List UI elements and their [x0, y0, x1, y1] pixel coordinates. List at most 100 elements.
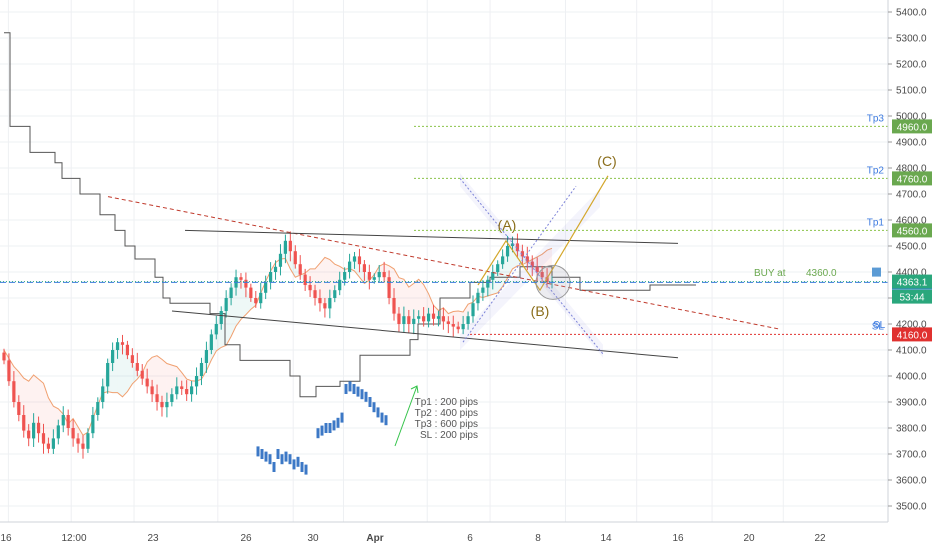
arrow-line	[394, 385, 418, 447]
candle	[486, 279, 490, 288]
x-tick-label: 22	[814, 533, 826, 544]
y-tick-label: 4900.0	[896, 138, 927, 149]
candle	[32, 422, 36, 439]
wave-label: (A)	[498, 217, 517, 233]
candle	[96, 402, 100, 415]
arrow-head	[410, 385, 419, 394]
candle	[481, 287, 485, 293]
cloud-fill	[53, 406, 59, 439]
buy-value: 4360.0	[806, 268, 837, 279]
candle	[461, 324, 465, 330]
price-label-sl: 4160.0	[897, 330, 928, 341]
candle	[36, 422, 41, 434]
price-label-box	[892, 327, 932, 342]
info-icon[interactable]	[872, 267, 881, 277]
cloud-fill	[428, 293, 434, 319]
candle	[293, 251, 297, 265]
trend-line-dashed[interactable]	[107, 196, 781, 330]
y-tick-label: 5000.0	[896, 112, 927, 123]
candle	[347, 261, 352, 272]
candle	[125, 344, 130, 356]
x-tick-label: 26	[240, 533, 252, 544]
price-label-box	[892, 223, 932, 238]
renko-block	[372, 402, 376, 413]
x-tick-label: 6	[467, 533, 473, 544]
cloud-fill	[48, 397, 54, 449]
renko-block	[264, 451, 268, 462]
x-tick-label: 8	[535, 533, 541, 544]
candle	[61, 415, 65, 426]
candle	[170, 394, 174, 402]
candle	[22, 415, 26, 431]
renko-block	[300, 462, 304, 472]
candle	[338, 279, 342, 291]
renko-block	[336, 417, 340, 428]
candle	[135, 363, 139, 371]
candle	[86, 433, 90, 449]
renko-block	[332, 420, 336, 431]
candle	[278, 253, 283, 267]
cloud-fill	[236, 277, 241, 327]
renko-block	[328, 423, 332, 433]
price-label-box	[892, 119, 932, 134]
renko-block	[352, 384, 356, 394]
candle	[471, 303, 475, 317]
cloud-fill	[319, 257, 325, 309]
cloud-fill	[339, 266, 345, 280]
x-tick-label: 16	[672, 533, 684, 544]
candle	[362, 264, 366, 272]
candle	[91, 415, 95, 434]
candle	[66, 415, 70, 428]
wave-path[interactable]	[477, 175, 609, 292]
candle	[185, 389, 189, 395]
candle	[456, 326, 460, 330]
candle	[402, 316, 406, 324]
candle	[367, 272, 371, 280]
renko-block	[360, 389, 364, 400]
candle	[175, 386, 179, 395]
cloud-fill	[463, 304, 469, 324]
channel-bottom[interactable]	[171, 310, 679, 359]
cloud-fill	[418, 279, 424, 322]
renko-block	[296, 456, 300, 467]
candle	[540, 272, 544, 278]
candle	[259, 292, 263, 304]
candle	[7, 360, 11, 382]
candle	[505, 246, 510, 257]
candle	[27, 430, 31, 439]
wave-label: (C)	[597, 153, 616, 169]
candle	[451, 324, 455, 327]
candle	[145, 378, 149, 387]
y-tick-label: 3600.0	[896, 476, 927, 487]
channel-top[interactable]	[184, 229, 679, 244]
y-tick-label: 5200.0	[896, 60, 927, 71]
candle	[56, 425, 60, 439]
renko-block	[384, 415, 388, 426]
cloud-fill	[127, 355, 133, 392]
x-tick-label: 30	[307, 533, 319, 544]
note-line: Tp3 : 600 pips	[415, 419, 478, 430]
cloud-fill	[408, 283, 414, 324]
y-tick-label: 4400.0	[896, 268, 927, 279]
candle	[288, 240, 292, 252]
candle	[283, 240, 288, 254]
buy-text: BUY at	[754, 268, 786, 279]
candle	[273, 266, 278, 272]
fan-box-2	[460, 188, 600, 350]
cloud-fill	[423, 284, 429, 322]
candle	[244, 279, 248, 288]
candle	[377, 272, 381, 278]
candle	[12, 381, 16, 402]
candle	[323, 303, 327, 309]
candle	[115, 342, 120, 350]
candle	[249, 287, 253, 298]
renko-block	[380, 412, 384, 423]
renko-block	[340, 412, 344, 423]
price-label-tp1: 4560.0	[897, 226, 928, 237]
note-line: Tp2 : 400 pips	[415, 408, 478, 419]
wave-label: (B)	[531, 303, 550, 319]
cloud-fill	[250, 298, 256, 310]
candle	[520, 251, 524, 257]
